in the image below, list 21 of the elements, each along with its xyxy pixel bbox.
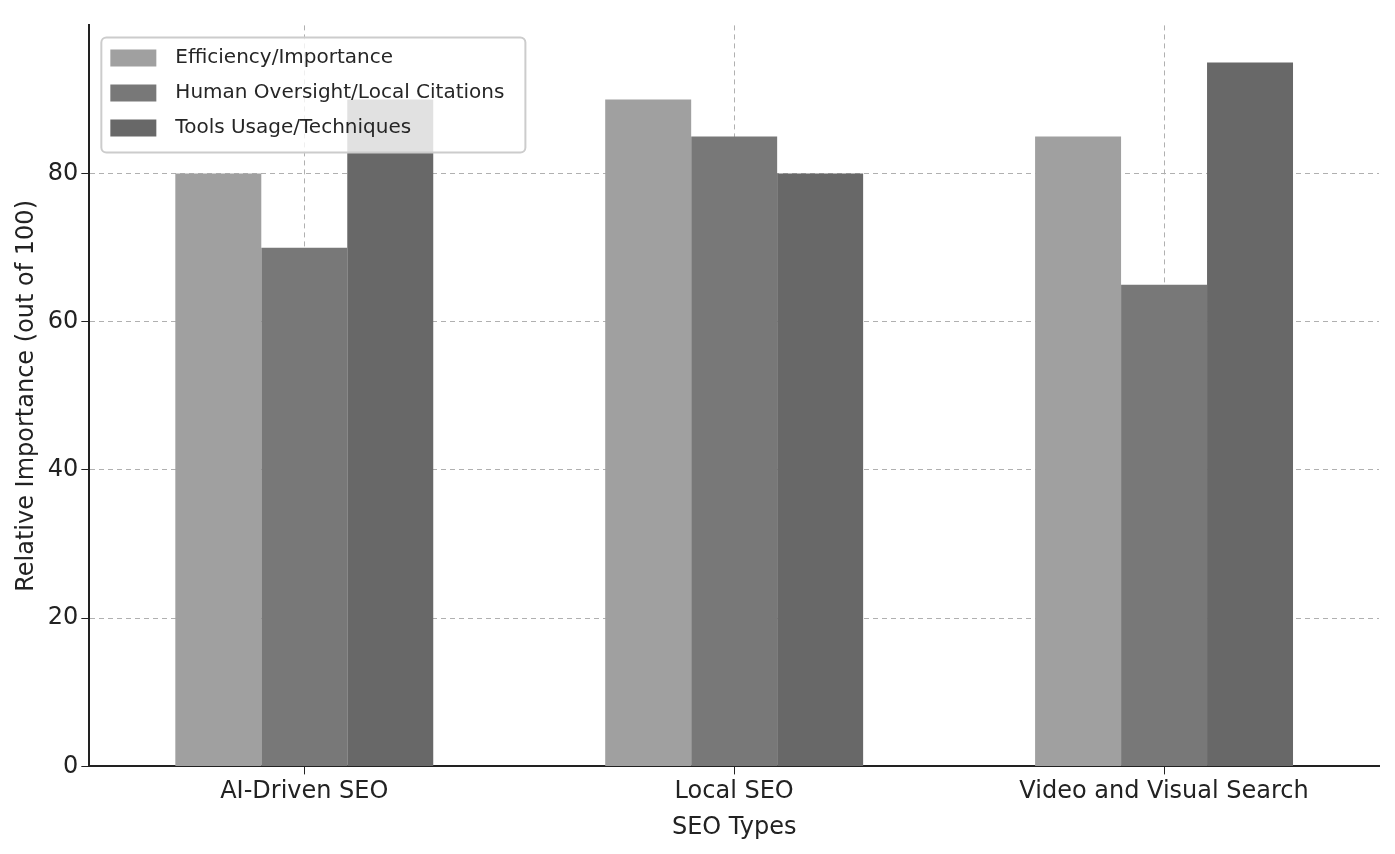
bar (691, 136, 778, 766)
x-tick-label: Local SEO (674, 776, 794, 805)
x-axis-title: SEO Types (671, 811, 797, 840)
bar (1035, 136, 1122, 766)
bar (261, 247, 348, 766)
bar (605, 99, 692, 766)
y-tick-label: 80 (47, 157, 79, 186)
y-tick-label: 20 (47, 602, 79, 631)
legend-label: Tools Usage/Techniques (174, 113, 412, 138)
x-tick-label: AI-Driven SEO (220, 776, 389, 805)
y-tick-label: 0 (63, 750, 79, 779)
bar (1207, 62, 1294, 766)
legend-label: Human Oversight/Local Citations (175, 78, 505, 103)
legend-label: Efficiency/Importance (175, 43, 394, 68)
x-tick-label: Video and Visual Search (1019, 776, 1309, 805)
bar (777, 173, 864, 766)
y-axis-title: Relative Importance (out of 100) (10, 199, 39, 592)
bar (1121, 284, 1208, 766)
y-tick-label: 60 (47, 306, 79, 335)
bar (175, 173, 262, 766)
y-tick-label: 40 (47, 454, 79, 483)
